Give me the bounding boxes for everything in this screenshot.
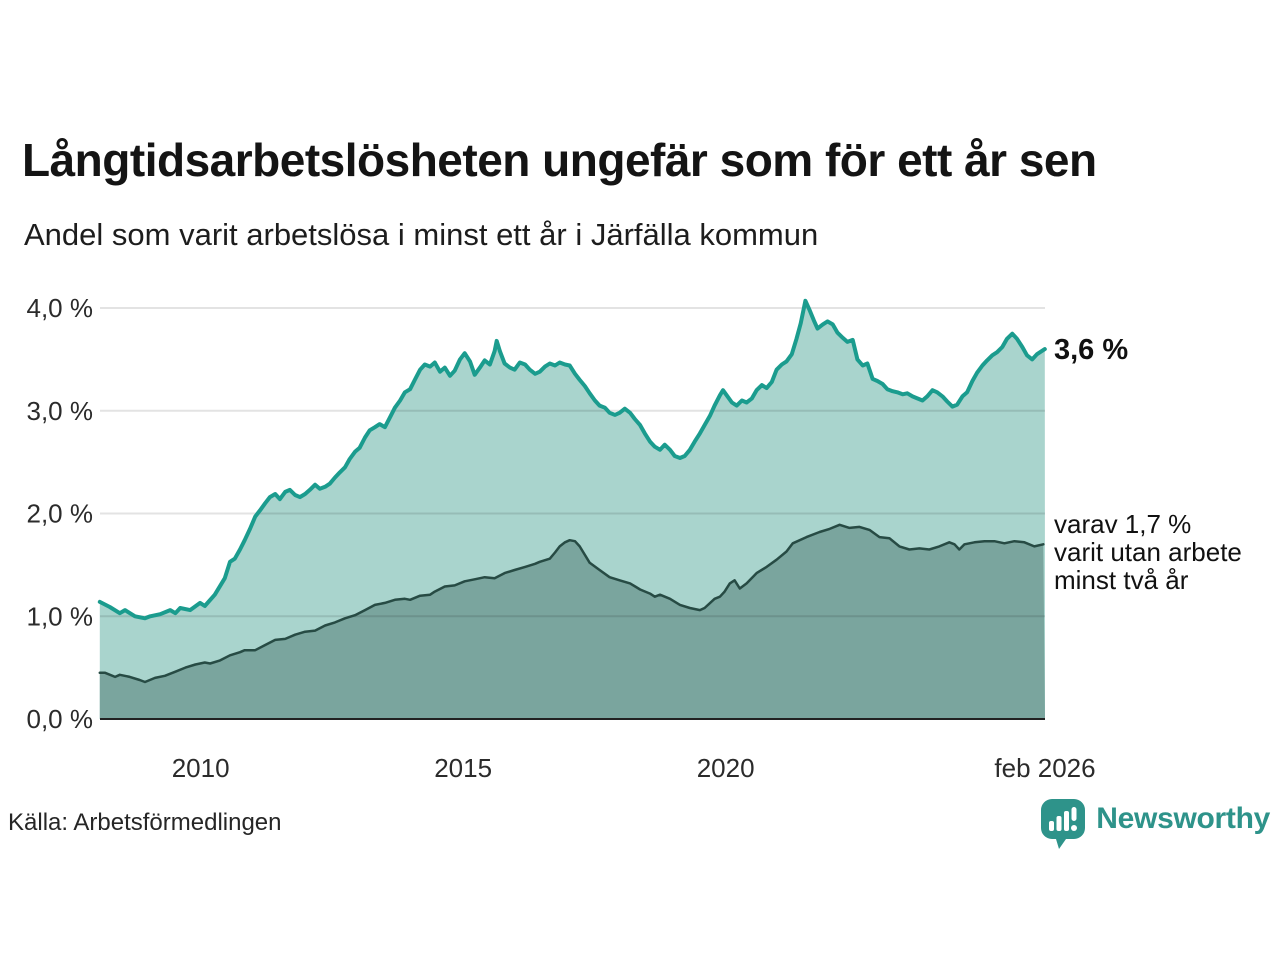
x-tick-label-1: 2015 bbox=[434, 753, 492, 783]
end-value-label-total: 3,6 % bbox=[1054, 334, 1129, 366]
line-series-0 bbox=[97, 298, 1047, 621]
x-axis-labels: 2010 2015 2020 feb 2026 bbox=[172, 753, 1096, 783]
x-tick-label-3: feb 2026 bbox=[994, 753, 1095, 783]
line-series-1 bbox=[98, 523, 1045, 684]
end-secondary-line-3: minst två år bbox=[1054, 565, 1189, 595]
x-tick-label-2: 2020 bbox=[697, 753, 755, 783]
y-tick-label-2: 2,0 % bbox=[27, 499, 94, 529]
end-secondary-line-2: varit utan arbete bbox=[1054, 537, 1242, 567]
end-value-label-secondary: varav 1,7 % varit utan arbete minst två … bbox=[1054, 510, 1242, 594]
end-secondary-line-1: varav 1,7 % bbox=[1054, 509, 1192, 539]
area-series-1 bbox=[99, 524, 1046, 719]
chart-series-lines bbox=[97, 298, 1047, 684]
y-tick-label-1: 1,0 % bbox=[27, 601, 94, 631]
newsworthy-bubble-chart-icon bbox=[1041, 799, 1086, 849]
brand-wordmark: Newsworthy bbox=[1096, 802, 1270, 835]
page-subtitle: Andel som varit arbetslösa i minst ett å… bbox=[24, 217, 819, 252]
source-note: Källa: Arbetsförmedlingen bbox=[8, 809, 282, 836]
y-tick-label-3: 3,0 % bbox=[27, 396, 94, 426]
y-tick-label-4: 4,0 % bbox=[27, 293, 94, 323]
y-tick-label-0: 0,0 % bbox=[27, 704, 94, 734]
chart-areas bbox=[99, 300, 1046, 719]
y-axis-labels: 0,0 % 1,0 % 2,0 % 3,0 % 4,0 % bbox=[27, 293, 94, 734]
page-title: Långtidsarbetslösheten ungefär som för e… bbox=[22, 134, 1097, 186]
brand-logo: Newsworthy bbox=[1040, 798, 1270, 852]
x-tick-label-0: 2010 bbox=[172, 753, 230, 783]
